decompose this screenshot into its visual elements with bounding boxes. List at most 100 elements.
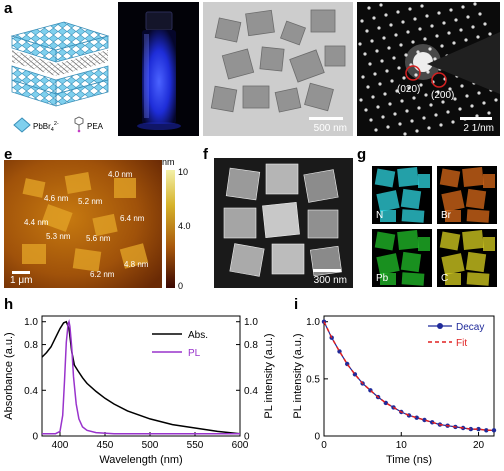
- y-tick-label-right: 0.8: [244, 340, 258, 351]
- panel-label-f: f: [203, 146, 208, 163]
- diffraction-spot: [359, 98, 363, 102]
- thickness-label: 5.6 nm: [86, 234, 111, 243]
- panel-e-afm-image: 4.0 nm 4.6 nm 5.2 nm 4.4 nm 6.4 nm 5.3 n…: [4, 160, 162, 288]
- diffraction-spot: [420, 4, 424, 8]
- sem-scale-bar: [313, 269, 341, 272]
- diffraction-spot: [471, 25, 475, 29]
- diffraction-spot: [378, 82, 382, 86]
- octahedron-legend-icon: [13, 117, 31, 133]
- diffraction-spot: [368, 62, 372, 66]
- y-tick-label-left: 0.8: [24, 340, 38, 351]
- chart-h-frame: [41, 315, 241, 437]
- eds-map-label: Pb: [376, 273, 389, 284]
- tem-nanosheets-illustration: [203, 2, 353, 136]
- diffraction-spot: [366, 85, 370, 89]
- diffraction-spot: [402, 76, 406, 80]
- diffraction-spot: [425, 14, 429, 18]
- eds-particle: [380, 273, 396, 285]
- diffraction-spot: [364, 108, 368, 112]
- eds-map-label: Br: [441, 210, 451, 221]
- beam-stopper: [427, 32, 500, 94]
- diffraction-spot: [461, 5, 465, 9]
- y-tick-label: 0: [314, 432, 320, 443]
- thickness-label: 6.2 nm: [90, 270, 115, 279]
- diffraction-spot: [451, 120, 455, 124]
- molecule-legend-label: PEA: [87, 122, 104, 131]
- eds-particle: [483, 174, 495, 188]
- series-line-pl: [42, 319, 240, 435]
- diffraction-spot: [430, 24, 434, 28]
- x-tick-label: 500: [142, 440, 159, 451]
- y-tick-label: 1.0: [306, 317, 320, 328]
- diffraction-spot: [453, 97, 457, 101]
- organic-spacer-layer: [12, 50, 56, 76]
- diffraction-spot: [454, 18, 458, 22]
- diffraction-spot: [436, 90, 440, 94]
- y-axis-label-right: PL intensity (a.u.): [263, 333, 275, 418]
- diffraction-spot: [465, 94, 469, 98]
- diffraction-spot: [406, 30, 410, 34]
- diffraction-spot: [392, 56, 396, 60]
- legend-label-abs: Abs.: [188, 330, 208, 341]
- diffraction-spot: [380, 59, 384, 63]
- diffraction-spot: [428, 47, 432, 51]
- sem-nanocubes: [214, 158, 353, 288]
- diffraction-spot: [358, 42, 362, 46]
- eds-particle: [445, 273, 461, 285]
- eds-map-c: C: [437, 229, 497, 287]
- diffraction-spot: [477, 91, 481, 95]
- colorbar-tick-mid: 4.0: [178, 221, 191, 231]
- pl-decay-chart: 0 10 20 0 0.5 1.0 Decay Fit Time (ns) PL int…: [292, 315, 497, 466]
- legend-label-fit: Fit: [456, 338, 467, 349]
- chart-i-frame: [323, 315, 495, 437]
- diffraction-spot: [410, 119, 414, 123]
- diffraction-spot: [373, 72, 377, 76]
- diffraction-spot: [393, 112, 397, 116]
- diffraction-spot: [390, 79, 394, 83]
- diffraction-spot: [435, 34, 439, 38]
- diffraction-spot: [415, 129, 419, 133]
- thickness-label: 5.3 nm: [46, 232, 71, 241]
- octahedron-legend-label: PbBr42-: [33, 121, 59, 133]
- saed-scale-bar: [460, 117, 492, 120]
- y-tick-label-left: 1.0: [24, 317, 38, 328]
- y-tick-label: 0.5: [306, 374, 320, 385]
- absorbance-pl-chart: 400 450 500 550 600 0 0.4 0.8 1.0 0 0.4 0.8 1.0 Ab…: [3, 315, 275, 466]
- diffraction-spot: [447, 31, 451, 35]
- diffraction-spot: [388, 102, 392, 106]
- colorbar-tick-max: 10: [178, 167, 189, 177]
- eds-particle: [380, 210, 396, 222]
- diffraction-spot: [377, 26, 381, 30]
- data-point-decay: [484, 428, 489, 433]
- eds-particle: [441, 190, 465, 212]
- panel-b-vial-photo: [118, 2, 199, 136]
- x-tick-label: 550: [187, 440, 204, 451]
- series-line-fit: [323, 321, 494, 432]
- diffraction-spot: [387, 46, 391, 50]
- thickness-label: 4.6 nm: [44, 194, 69, 203]
- eds-particle: [376, 190, 400, 212]
- diffraction-spot: [372, 16, 376, 20]
- eds-particle: [418, 237, 430, 251]
- tem-scale-bar: [309, 117, 343, 120]
- x-tick-label: 450: [97, 440, 114, 451]
- afm-scale-bar: [12, 271, 30, 274]
- eds-particle: [465, 251, 487, 273]
- x-tick-label: 0: [321, 440, 327, 451]
- afm-colorbar: [166, 170, 175, 288]
- x-tick-label: 20: [473, 440, 485, 451]
- diffraction-spot: [384, 13, 388, 17]
- diffraction-spot: [398, 122, 402, 126]
- panel-d-saed-pattern: (020) (200) 2 1/nm: [357, 2, 500, 136]
- diffraction-spot: [476, 35, 480, 39]
- diffraction-spot: [365, 29, 369, 33]
- diffraction-spot: [371, 95, 375, 99]
- diffraction-spot: [418, 27, 422, 31]
- diffraction-spot: [424, 93, 428, 97]
- y-tick-label-right: 0.4: [244, 386, 258, 397]
- diffraction-spot: [460, 84, 464, 88]
- diffraction-spot: [482, 101, 486, 105]
- spot-circle-200: [431, 72, 447, 88]
- diffraction-spot: [466, 15, 470, 19]
- diffraction-spot: [452, 41, 456, 45]
